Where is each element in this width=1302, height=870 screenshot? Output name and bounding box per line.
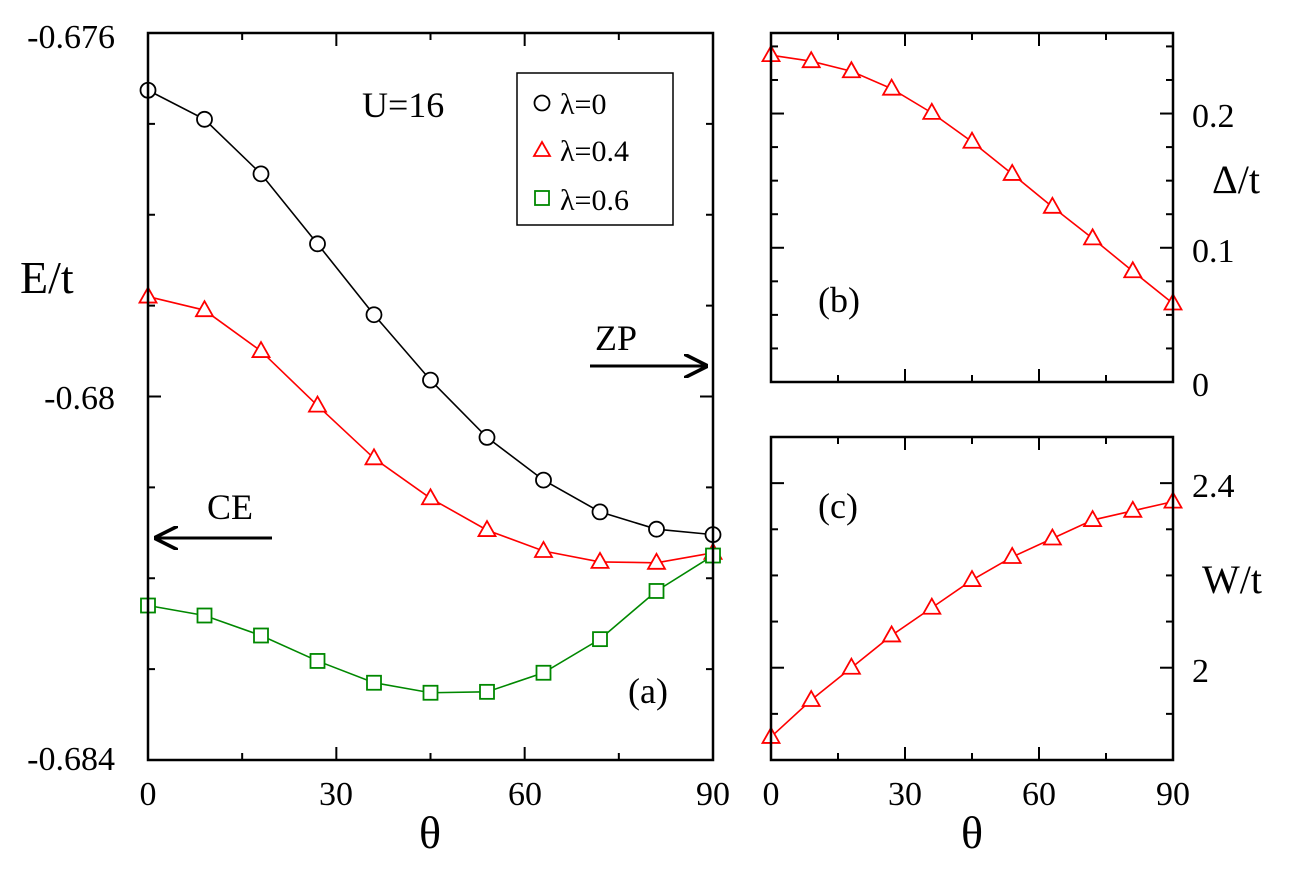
annotation-ce: CE — [207, 487, 253, 527]
a-series-0-point-5 — [422, 371, 439, 389]
c-series-0-point-1 — [801, 689, 822, 707]
b-ytick-label-0: 0 — [1192, 367, 1209, 404]
a-series-1-point-1 — [194, 299, 215, 318]
a-series-2-point-3 — [309, 653, 326, 669]
a-series-0-point-2 — [252, 165, 270, 183]
legend-label-2: λ=0.6 — [560, 184, 629, 217]
legend-marker-triangle — [532, 140, 552, 157]
c-series-0-point-2 — [841, 656, 862, 675]
a-series-2-point-7 — [535, 664, 552, 681]
c-xtick-label-0: 0 — [763, 776, 780, 813]
c-series-0-point-8 — [1082, 509, 1103, 527]
a-xtick-label-1: 30 — [319, 776, 353, 813]
c-ytick-label-0: 2 — [1192, 653, 1209, 690]
c-xtick-label-1: 30 — [888, 776, 922, 813]
a-ytick-label-1: -0.68 — [44, 380, 115, 417]
a-xtick-label-3: 90 — [696, 776, 730, 813]
panel-c: (c) 2.4 2 W/t 0 30 60 90 θ — [760, 435, 1262, 858]
c-series-0-point-4 — [921, 596, 942, 615]
a-series-0-point-4 — [365, 306, 383, 324]
c-series-0-point-5 — [961, 569, 983, 587]
a-series-0-point-8 — [591, 503, 609, 521]
legend-box — [516, 72, 674, 226]
c-series-0-point-7 — [1042, 527, 1063, 546]
b-series-0-point-1 — [801, 50, 822, 69]
legend-marker-circle — [533, 94, 551, 112]
a-ytick-label-0: -0.676 — [27, 19, 115, 56]
a-series-2-point-5 — [422, 684, 439, 701]
a-series-1-point-4 — [363, 447, 385, 466]
legend-label-0: λ=0 — [560, 88, 606, 121]
b-series-0-point-9 — [1122, 260, 1143, 279]
b-ylabel: Δ/t — [1212, 157, 1260, 202]
panel-b-frame — [769, 31, 1175, 384]
c-xtick-label-2: 60 — [1022, 776, 1056, 813]
panel-a-series — [137, 81, 724, 701]
panel-a-label: (a) — [628, 671, 668, 711]
c-xtick-label-3: 90 — [1156, 776, 1190, 813]
legend-label-1: λ=0.4 — [560, 135, 629, 168]
c-series-0-point-6 — [1002, 546, 1023, 564]
a-series-1-point-8 — [589, 551, 611, 569]
b-series-0-point-6 — [1002, 163, 1023, 181]
a-xtick-label-2: 60 — [508, 776, 542, 813]
c-series-line-0 — [770, 500, 1174, 738]
c-series-0-point-9 — [1122, 500, 1143, 518]
c-ytick-label-1: 2.4 — [1192, 468, 1235, 505]
b-series-0-point-7 — [1042, 196, 1063, 214]
a-xlabel: θ — [419, 807, 441, 858]
b-series-0-point-4 — [921, 102, 942, 120]
a-series-0-point-3 — [309, 235, 326, 253]
panel-a: λ=0 λ=0.4 λ=0.6 U=16 ZP CE (a) -0.676 -0… — [20, 19, 730, 858]
b-series-0-point-2 — [841, 60, 862, 79]
a-series-2-point-4 — [366, 674, 382, 691]
panel-c-label: (c) — [818, 486, 858, 526]
panel-b: (b) 0.2 0.1 0 Δ/t — [760, 31, 1260, 404]
a-series-0-point-1 — [196, 110, 213, 128]
b-series-line-0 — [770, 54, 1174, 305]
a-ytick-label-2: -0.684 — [27, 741, 115, 778]
a-series-1-point-3 — [307, 394, 328, 413]
a-series-1-point-5 — [420, 487, 441, 506]
c-ylabel: W/t — [1202, 557, 1262, 602]
a-series-2-point-6 — [479, 683, 495, 700]
a-ylabel: E/t — [20, 252, 74, 303]
a-series-2-point-8 — [592, 631, 608, 648]
panel-c-frame — [769, 435, 1175, 762]
c-series-0-point-3 — [881, 624, 902, 643]
b-series-0-point-3 — [881, 77, 902, 96]
a-series-1-point-2 — [250, 340, 272, 358]
a-series-2-point-2 — [253, 627, 269, 644]
panel-c-series — [760, 490, 1184, 744]
panel-b-ticks — [770, 33, 1174, 383]
legend-marker-square — [534, 190, 550, 206]
a-series-0-point-6 — [478, 428, 496, 446]
b-ytick-label-1: 0.1 — [1192, 233, 1235, 270]
a-series-0-point-9 — [648, 520, 665, 538]
a-xtick-label-0: 0 — [140, 776, 157, 813]
a-series-2-point-1 — [196, 607, 213, 624]
annotation-u: U=16 — [362, 85, 444, 125]
b-ytick-label-2: 0.2 — [1192, 98, 1235, 135]
panel-b-label: (b) — [818, 280, 860, 320]
b-series-0-point-5 — [961, 130, 983, 149]
a-series-0-point-7 — [535, 471, 552, 489]
c-xlabel: θ — [961, 807, 983, 858]
a-series-1-point-7 — [533, 540, 554, 558]
annotation-zp: ZP — [595, 318, 637, 358]
legend: λ=0 λ=0.4 λ=0.6 — [516, 72, 674, 226]
a-series-1-point-9 — [646, 551, 667, 570]
a-series-1-point-6 — [476, 519, 498, 537]
panel-b-series — [760, 44, 1184, 311]
a-series-2-point-9 — [648, 583, 665, 599]
b-series-0-point-8 — [1082, 227, 1103, 246]
panel-a-frame — [146, 31, 715, 762]
